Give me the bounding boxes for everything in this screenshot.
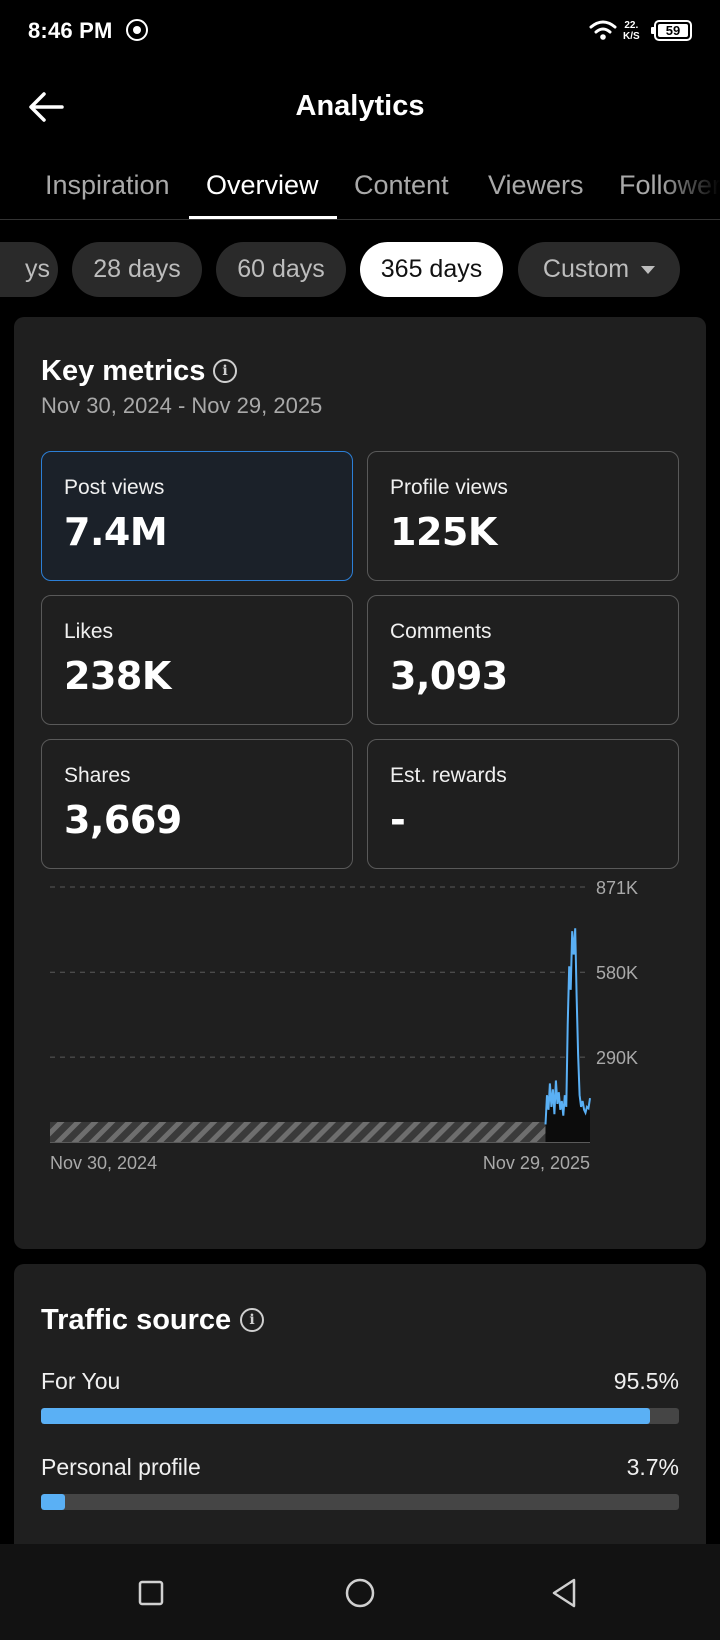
caret-down-icon: [641, 266, 656, 275]
network-speed-value: 22.: [624, 20, 639, 31]
tab-bar: Inspiration Overview Content Viewers Fol…: [0, 150, 720, 220]
no-data-region: [50, 1122, 546, 1142]
system-nav-bar: [0, 1544, 720, 1640]
metric-value: 238K: [64, 654, 171, 698]
network-speed: 22. K/S: [623, 20, 640, 42]
tabs-fade: [660, 150, 720, 219]
traffic-bar-track: [41, 1408, 679, 1424]
wifi-icon: [589, 20, 617, 40]
active-tab-indicator: [189, 216, 337, 219]
metric-value: 7.4M: [64, 510, 168, 554]
page-title: Analytics: [295, 90, 425, 122]
traffic-percent: 95.5%: [613, 1368, 679, 1394]
x-tick-label: Nov 29, 2025: [483, 1153, 590, 1173]
post-views-chart: 290K 580K 871K Nov 30, 2024 Nov 29, 2025: [50, 878, 638, 1173]
metric-value: -: [390, 798, 406, 842]
y-tick-label: 580K: [596, 963, 638, 983]
x-tick-label: Nov 30, 2024: [50, 1153, 157, 1173]
metric-est-rewards[interactable]: Est. rewards -: [367, 739, 679, 869]
metric-value: 3,093: [390, 654, 508, 698]
status-time: 8:46 PM: [28, 18, 113, 43]
date-range: Nov 30, 2024 - Nov 29, 2025: [41, 393, 323, 418]
metric-value: 125K: [390, 510, 497, 554]
network-speed-unit: K/S: [623, 31, 640, 42]
traffic-bar-track: [41, 1494, 679, 1510]
metric-comments[interactable]: Comments 3,093: [367, 595, 679, 725]
metric-label: Post views: [64, 476, 165, 499]
system-back-button[interactable]: [540, 1568, 590, 1618]
home-button[interactable]: [335, 1568, 385, 1618]
metric-value: 3,669: [64, 798, 182, 842]
traffic-label: Personal profile: [41, 1454, 201, 1480]
tab-content[interactable]: Content: [354, 170, 449, 200]
arrow-left-icon: [29, 92, 64, 122]
chip-custom-label: Custom: [542, 255, 630, 283]
traffic-source-title: Traffic source: [41, 1304, 232, 1336]
metric-likes[interactable]: Likes 238K: [41, 595, 353, 725]
chip-365-days[interactable]: 365 days: [360, 242, 503, 297]
traffic-bar-fill: [41, 1408, 651, 1424]
chip-28-days[interactable]: 28 days: [72, 242, 202, 297]
tab-inspiration[interactable]: Inspiration: [45, 170, 170, 200]
metric-label: Shares: [64, 764, 131, 787]
y-tick-label: 871K: [596, 878, 638, 898]
key-metrics-title: Key metrics: [41, 355, 206, 387]
traffic-bar-fill: [41, 1494, 65, 1510]
chip-custom[interactable]: Custom: [518, 242, 680, 297]
recents-square-icon: [138, 1580, 164, 1606]
metric-label: Profile views: [390, 476, 508, 499]
back-triangle-icon: [552, 1578, 576, 1608]
tab-overview[interactable]: Overview: [206, 170, 319, 200]
metric-label: Est. rewards: [390, 764, 507, 787]
metric-post-views[interactable]: Post views 7.4M: [41, 451, 353, 581]
back-button[interactable]: [22, 84, 70, 132]
chip-7-days-label: ys: [25, 255, 50, 283]
target-icon: [126, 19, 148, 41]
key-metrics-card: Key metrics i Nov 30, 2024 - Nov 29, 202…: [14, 317, 706, 1249]
chip-7-days[interactable]: ys: [0, 242, 58, 297]
period-selector: ys 28 days 60 days 365 days Custom: [0, 242, 720, 297]
battery-level: 59: [658, 24, 688, 37]
traffic-label: For You: [41, 1368, 121, 1394]
recents-button[interactable]: [126, 1568, 176, 1618]
chip-60-days[interactable]: 60 days: [216, 242, 346, 297]
home-circle-icon: [345, 1578, 375, 1608]
y-tick-label: 290K: [596, 1048, 638, 1068]
series-line: [544, 928, 591, 1125]
battery-icon: 59: [651, 20, 692, 41]
info-icon[interactable]: i: [240, 1308, 264, 1332]
status-bar: 8:46 PM 22. K/S 59: [0, 0, 720, 62]
metric-profile-views[interactable]: Profile views 125K: [367, 451, 679, 581]
info-icon[interactable]: i: [213, 359, 237, 383]
metric-label: Comments: [390, 620, 492, 643]
tab-viewers[interactable]: Viewers: [488, 170, 584, 200]
traffic-percent: 3.7%: [626, 1454, 679, 1480]
metric-shares[interactable]: Shares 3,669: [41, 739, 353, 869]
metric-label: Likes: [64, 620, 114, 643]
